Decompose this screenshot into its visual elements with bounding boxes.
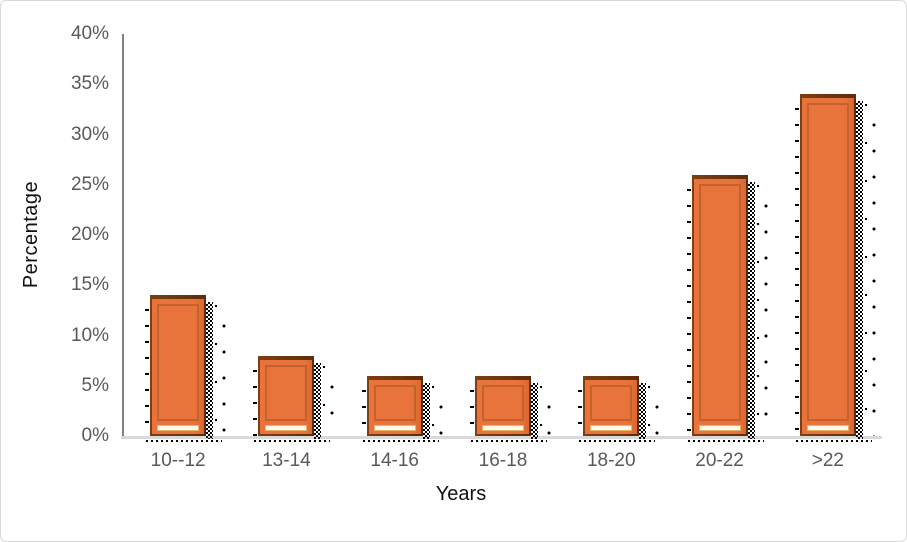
- bar-shadow-band: [206, 302, 214, 439]
- y-tick-label: 25%: [70, 173, 109, 195]
- y-tick-label: 20%: [70, 224, 109, 245]
- bar-10--12: [150, 295, 207, 436]
- category-slot: 20-22: [665, 34, 773, 471]
- bar-shadow-underline: [254, 440, 331, 442]
- x-axis-title: Years: [435, 483, 487, 505]
- y-tick-label: 30%: [70, 123, 109, 145]
- x-axis-line: [121, 436, 882, 439]
- plot-area: 40% 35% 30% 25% 20% 15% 10% 5% 0% 10--12 13-14 14-…: [71, 23, 882, 471]
- category-slot: 10--12: [124, 34, 232, 471]
- bar-shadow-band: [314, 363, 322, 439]
- bar-shadow-fringe: [469, 390, 474, 436]
- bar-shadow-underline: [687, 440, 764, 442]
- y-axis-line: [122, 34, 124, 438]
- bar-shadow-underline: [470, 440, 547, 442]
- bar-shadow-band: [530, 383, 538, 439]
- y-tick-label: 35%: [70, 73, 109, 95]
- bar-13-14: [258, 356, 315, 436]
- bar-14-16: [366, 376, 423, 436]
- x-tick-label: 16-18: [478, 450, 528, 471]
- bar-shadow-dots: [756, 185, 773, 436]
- bar-shadow-dots: [431, 386, 448, 436]
- x-tick-label: 13-14: [262, 450, 311, 471]
- y-tick-label: 15%: [70, 274, 109, 296]
- bar-shadow-underline: [362, 440, 439, 442]
- x-tick-label: 20-22: [695, 450, 744, 471]
- bar-shadow-fringe: [686, 189, 691, 436]
- bar-shadow-fringe: [578, 390, 583, 436]
- bar-shadow-band: [855, 101, 863, 439]
- x-tick-label: >22: [811, 450, 844, 471]
- x-tick-label: 14-16: [370, 450, 419, 471]
- bar-shadow-fringe: [145, 309, 150, 436]
- y-tick-label: 5%: [81, 374, 109, 396]
- y-tick-label: 0%: [81, 425, 109, 446]
- bar->22: [799, 94, 856, 436]
- category-slot: >22: [774, 34, 882, 471]
- bar-shadow-dots: [215, 305, 232, 436]
- category-slot: 14-16: [341, 34, 449, 471]
- category-slot: 13-14: [232, 34, 340, 471]
- category-slot: 18-20: [557, 34, 665, 471]
- bar-shadow-underline: [795, 440, 872, 442]
- y-tick-label: 40%: [70, 23, 109, 44]
- bar-shadow-band: [747, 182, 755, 439]
- bar-shadow-dots: [539, 386, 556, 436]
- bar-shadow-dots: [648, 386, 665, 436]
- bar-shadow-fringe: [361, 390, 366, 436]
- bar-20-22: [691, 175, 748, 436]
- bar-shadow-band: [639, 383, 647, 439]
- bar-shadow-fringe: [253, 370, 258, 436]
- bar-shadow-underline: [579, 440, 656, 442]
- bar-18-20: [583, 376, 640, 436]
- bar-shadow-dots: [323, 366, 340, 436]
- bar-shadow-band: [422, 383, 430, 439]
- category-slot: 16-18: [449, 34, 557, 471]
- bar-shadow-dots: [864, 104, 881, 436]
- bar-16-18: [474, 376, 531, 436]
- x-tick-label: 18-20: [586, 450, 636, 471]
- bar-shadow-underline: [146, 440, 223, 442]
- bar-shadow-fringe: [794, 108, 799, 436]
- x-tick-label: 10--12: [150, 450, 206, 471]
- y-tick-label: 10%: [70, 324, 109, 346]
